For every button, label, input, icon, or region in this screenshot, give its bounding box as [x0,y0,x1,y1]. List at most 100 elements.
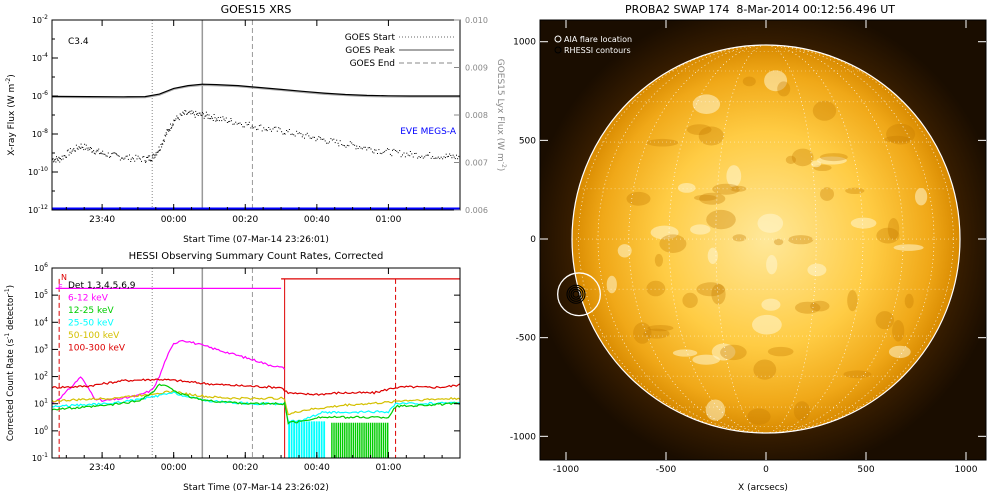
hessi-25-50-bar [323,421,326,458]
goes-short-point [62,158,64,160]
solar-feature [720,344,747,361]
goes-short-point [361,148,363,150]
solar-feature [698,126,724,146]
goes-short-point [406,152,408,154]
goes-short-point [116,154,118,156]
goes-short-point [233,123,235,125]
hessi-25-50-bar [303,421,306,458]
goes-short-point [236,123,238,125]
hessi-25-50-bar [288,421,290,458]
goes-short-point [171,125,173,127]
goes-short-point [87,149,89,151]
goes-short-point [111,153,113,155]
hessi-xtick-label: 01:00 [375,463,401,473]
goes-short-point [208,114,210,116]
goes-short-point [92,151,94,153]
goes-short-point [61,155,63,157]
goes-short-point [379,152,381,154]
solar-feature [633,322,652,344]
hessi-series-12-25-kev [52,383,460,425]
solar-feature [654,253,664,267]
goes-short-point [312,136,314,138]
goes-short-point [352,144,354,146]
solar-disk [572,45,960,434]
goes-short-point [189,110,191,112]
goes-short-point [142,156,144,158]
goes-short-point [59,161,61,163]
swap-xtick-label: 1000 [955,465,978,475]
hessi-12-25-bar [333,422,335,458]
goes-short-point [149,155,151,157]
goes-ytick-label: 10-4 [32,52,48,63]
goes-short-point [180,114,182,116]
hessi-25-50-bar [300,421,303,458]
goes-short-point [364,146,366,148]
goes-frame [51,19,461,211]
goes-short-point [148,159,150,161]
goes-short-point [243,126,245,128]
goes-short-point [411,153,413,155]
goes-short-point [191,110,193,112]
hessi-ytick-label: 106 [34,262,48,273]
solar-feature [791,148,814,167]
hessi-12-25-bar [369,422,372,458]
goes-short-point [126,155,128,157]
solar-feature [692,94,721,114]
goes-short-point [374,149,376,151]
goes-short-point [321,138,323,140]
goes-short-point [213,114,215,115]
longitude-line [628,44,904,434]
hessi-series-100-300-kev [52,378,460,396]
goes-short-point [63,155,65,157]
goes-short-point [301,136,303,138]
goes-short-point [308,135,310,137]
goes-short-point [311,137,313,139]
hessi-25-50-bar [290,421,293,458]
goes-short-point [404,156,406,158]
goes-short-point [204,115,206,117]
goes-short-point [105,155,107,157]
goes-short-point [263,127,265,129]
goes-short-point [283,133,285,134]
hessi-ytick-label: 100 [34,425,48,436]
goes-short-point [155,152,157,154]
goes-short-point [415,152,417,154]
goes-short-point [104,153,106,155]
hessi-12-25-bar [352,422,355,458]
hessi-25-50-bar [305,421,308,458]
goes-short-point [288,129,290,130]
goes-short-point [184,110,186,111]
goes-y2tick-label: 0.009 [465,64,488,73]
goes-short-point [258,125,260,127]
solar-feature [682,292,698,308]
goes-short-point [125,155,127,157]
goes-short-point [212,120,214,121]
hessi-ylabel: Corrected Count Rate (s-1 detector-1) [4,285,16,441]
goes-short-point [79,147,81,149]
goes-short-point [136,158,138,160]
goes-short-point [430,157,432,159]
goes-short-point [341,144,343,145]
hessi-25-50-bar [318,421,321,458]
hessi-legend-item: 50-100 keV [68,331,120,341]
goes-long-channel [52,83,460,98]
goes-short-point [169,130,171,131]
goes-short-point [226,122,228,123]
swap-xtick-label: -500 [656,465,677,475]
hessi-12-25-bar [339,422,342,458]
goes-short-point [389,153,391,155]
solar-feature [773,238,784,246]
hessi-ytick-label: 104 [34,316,48,327]
legend-rhessi: RHESSI contours [564,46,631,55]
goes-short-point [144,160,146,162]
goes-short-point [452,154,454,156]
goes-ytick-label: 10-12 [28,204,48,215]
goes-short-point [429,152,431,153]
hessi-12-25-bar [361,422,363,458]
goes-short-point [286,130,288,131]
goes-short-point [372,151,373,153]
goes-short-point [251,125,253,127]
solar-feature [690,224,711,235]
goes-short-point [164,134,166,136]
solar-feature [847,290,858,312]
